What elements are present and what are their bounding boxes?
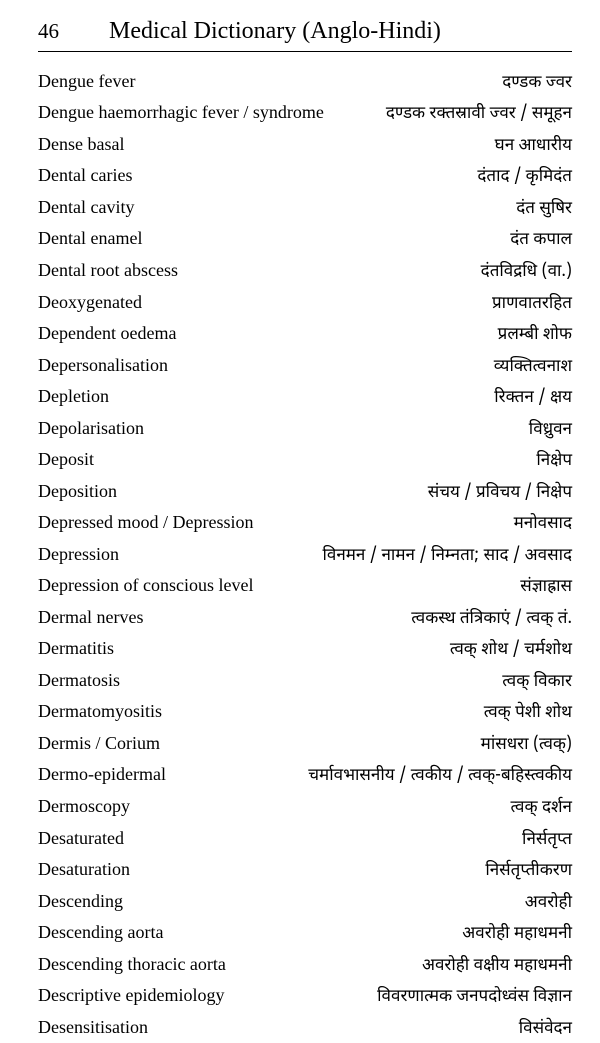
term-hindi: प्राणवातरहित	[492, 293, 572, 316]
term-english: Depolarisation	[38, 416, 144, 440]
dictionary-entry: Dental enamel दंत कपाल	[38, 224, 572, 256]
term-hindi: निक्षेप	[536, 450, 572, 473]
term-english: Deposition	[38, 479, 117, 503]
term-english: Depression of conscious level	[38, 573, 253, 597]
term-english: Dermatomyositis	[38, 699, 162, 723]
dictionary-entry: Depersonalisation व्यक्तित्वनाश	[38, 350, 572, 382]
dictionary-entry: Dental caries दंताद / कृमिदंत	[38, 161, 572, 193]
term-english: Dermoscopy	[38, 794, 130, 818]
dictionary-entry: Desaturated निर्सतृप्त	[38, 823, 572, 855]
dictionary-entry: Dermatomyositis त्वक् पेशी शोथ	[38, 697, 572, 729]
dictionary-entry: Descriptive epidemiology विवरणात्मक जनपदो…	[38, 980, 572, 1012]
term-english: Dental caries	[38, 163, 132, 187]
term-hindi: मांसधरा (त्वक्)	[481, 734, 572, 757]
term-hindi: विसंवेदन	[519, 1018, 572, 1041]
term-english: Dental cavity	[38, 195, 134, 219]
dictionary-entry: Dermis / Corium मांसधरा (त्वक्)	[38, 728, 572, 760]
term-english: Dermis / Corium	[38, 731, 160, 755]
dictionary-entry: Descending thoracic aorta अवरोही वक्षीय म…	[38, 949, 572, 981]
dictionary-entry: Depressed mood / Depression मनोवसाद	[38, 507, 572, 539]
dictionary-entry: Dermatosis त्वक् विकार	[38, 665, 572, 697]
term-hindi: विध्रुवन	[529, 419, 572, 442]
term-english: Desaturation	[38, 857, 130, 881]
term-hindi: अवरोही वक्षीय महाधमनी	[422, 955, 572, 978]
term-english: Depersonalisation	[38, 353, 168, 377]
term-hindi: दंत कपाल	[510, 229, 572, 252]
dictionary-entry: Dermoscopy त्वक् दर्शन	[38, 791, 572, 823]
term-hindi: त्वक् विकार	[502, 671, 572, 694]
term-english: Desaturated	[38, 826, 124, 850]
term-hindi: दंतविद्रधि (वा.)	[481, 261, 572, 284]
term-english: Dengue haemorrhagic fever / syndrome	[38, 100, 324, 124]
dictionary-entry: Dengue fever दण्डक ज्वर	[38, 66, 572, 98]
term-hindi: त्वक् शोथ / चर्मशोथ	[450, 639, 572, 662]
term-hindi: व्यक्तित्वनाश	[494, 356, 572, 379]
term-hindi: त्वक् दर्शन	[511, 797, 572, 820]
dictionary-entry: Descending aorta अवरोही महाधमनी	[38, 917, 572, 949]
dictionary-entry: Dental cavity दंत सुषिर	[38, 192, 572, 224]
term-hindi: दंत सुषिर	[516, 198, 572, 221]
dictionary-entry: Desaturation निर्सतृप्तीकरण	[38, 854, 572, 886]
dictionary-entry: Deposition संचय / प्रविचय / निक्षेप	[38, 476, 572, 508]
dictionary-entry: Dependent oedema प्रलम्बी शोफ	[38, 318, 572, 350]
term-hindi: त्वकस्थ तंत्रिकाएं / त्वक् तं.	[411, 608, 572, 631]
term-english: Dense basal	[38, 132, 124, 156]
term-english: Dermal nerves	[38, 605, 143, 629]
dictionary-entry: Dense basal घन आधारीय	[38, 129, 572, 161]
entries-list: Dengue fever दण्डक ज्वर Dengue haemorrhagi…	[38, 66, 572, 1043]
term-english: Dengue fever	[38, 69, 135, 93]
dictionary-entry: Descending अवरोही	[38, 886, 572, 918]
dictionary-entry: Depression of conscious level संज्ञाह्रास	[38, 571, 572, 603]
term-english: Dental root abscess	[38, 258, 178, 282]
page-header: 46 Medical Dictionary (Anglo-Hindi)	[38, 18, 572, 52]
dictionary-entry: Dermatitis त्वक् शोथ / चर्मशोथ	[38, 634, 572, 666]
term-english: Descending	[38, 889, 123, 913]
term-hindi: घन आधारीय	[495, 135, 572, 158]
dictionary-entry: Deoxygenated प्राणवातरहित	[38, 287, 572, 319]
term-english: Depressed mood / Depression	[38, 510, 253, 534]
term-english: Dermatosis	[38, 668, 120, 692]
dictionary-entry: Dermal nerves त्वकस्थ तंत्रिकाएं / त्वक् …	[38, 602, 572, 634]
term-hindi: निर्सतृप्त	[522, 829, 572, 852]
dictionary-entry: Deposit निक्षेप	[38, 444, 572, 476]
term-hindi: विनमन / नामन / निम्नता; साद / अवसाद	[322, 545, 572, 568]
dictionary-entry: Depression विनमन / नामन / निम्नता; साद / …	[38, 539, 572, 571]
term-hindi: दण्डक ज्वर	[502, 72, 572, 95]
term-hindi: दंताद / कृमिदंत	[477, 166, 572, 189]
dictionary-page: 46 Medical Dictionary (Anglo-Hindi) Deng…	[0, 0, 600, 978]
term-hindi: निर्सतृप्तीकरण	[485, 860, 572, 883]
term-english: Descriptive epidemiology	[38, 983, 224, 1007]
term-english: Descending aorta	[38, 920, 163, 944]
term-english: Dermatitis	[38, 636, 114, 660]
term-hindi: विवरणात्मक जनपदोध्वंस विज्ञान	[377, 986, 572, 1009]
term-english: Dental enamel	[38, 226, 142, 250]
page-number: 46	[38, 19, 59, 44]
term-english: Desensitisation	[38, 1015, 148, 1039]
page-title: Medical Dictionary (Anglo-Hindi)	[109, 18, 441, 45]
term-english: Dermo-epidermal	[38, 762, 166, 786]
term-english: Dependent oedema	[38, 321, 176, 345]
term-hindi: अवरोही	[525, 892, 572, 915]
term-hindi: दण्डक रक्तस्रावी ज्वर / समूहन	[386, 103, 572, 126]
term-english: Depletion	[38, 384, 109, 408]
dictionary-entry: Depletion रिक्तन / क्षय	[38, 381, 572, 413]
term-hindi: संचय / प्रविचय / निक्षेप	[428, 482, 572, 505]
term-hindi: अवरोही महाधमनी	[462, 923, 572, 946]
dictionary-entry: Desensitisation विसंवेदन	[38, 1012, 572, 1043]
term-hindi: रिक्तन / क्षय	[494, 387, 572, 410]
dictionary-entry: Dengue haemorrhagic fever / syndrome दण्ड…	[38, 98, 572, 130]
dictionary-entry: Dental root abscess दंतविद्रधि (वा.)	[38, 255, 572, 287]
term-hindi: चर्मावभासनीय / त्वकीय / त्वक्-बहिस्त्वकी…	[308, 765, 572, 788]
dictionary-entry: Depolarisation विध्रुवन	[38, 413, 572, 445]
term-english: Deposit	[38, 447, 94, 471]
term-hindi: त्वक् पेशी शोथ	[484, 702, 572, 725]
term-english: Deoxygenated	[38, 290, 142, 314]
term-english: Descending thoracic aorta	[38, 952, 226, 976]
term-hindi: संज्ञाह्रास	[520, 576, 572, 599]
term-english: Depression	[38, 542, 119, 566]
term-hindi: मनोवसाद	[514, 513, 572, 536]
term-hindi: प्रलम्बी शोफ	[498, 324, 572, 347]
dictionary-entry: Dermo-epidermal चर्मावभासनीय / त्वकीय / त…	[38, 760, 572, 792]
